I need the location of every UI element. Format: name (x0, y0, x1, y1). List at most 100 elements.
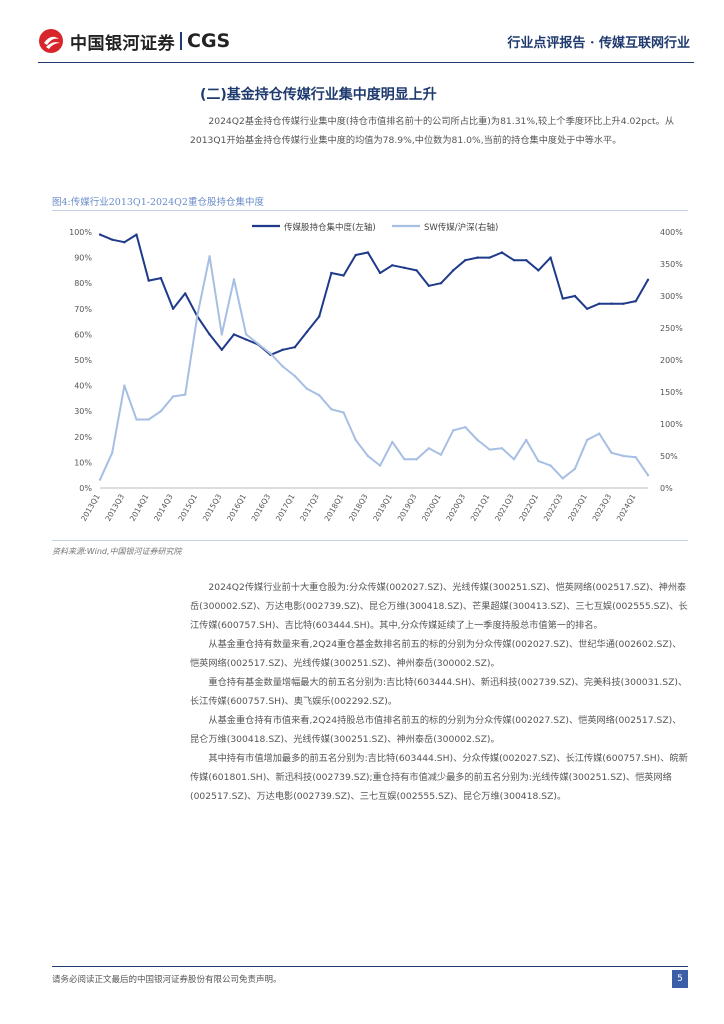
x-axis-tick-label: 2017Q3 (298, 492, 321, 522)
data-point-sw-ratio (573, 467, 577, 470)
data-point-sw-ratio (184, 393, 187, 396)
data-point-concentration (123, 241, 126, 244)
paragraph-market-value: 从基金重仓持有市值来看,2Q24持股总市值排名前五的标的分别为分众传媒(0020… (190, 715, 682, 745)
data-point-sw-ratio (561, 477, 564, 480)
data-point-concentration (220, 348, 223, 351)
data-point-sw-ratio (427, 447, 430, 450)
data-point-concentration (476, 256, 479, 259)
right-axis-tick-label: 100% (660, 420, 683, 429)
paragraph-value-change: 其中持有市值增加最多的前五名分别为:吉比特(603444.SH)、分众传媒(00… (190, 753, 688, 802)
data-point-sw-ratio (646, 474, 650, 477)
data-point-concentration (610, 302, 613, 305)
data-point-sw-ratio (110, 451, 114, 454)
data-point-concentration (525, 258, 528, 262)
logo-chinese-name: 中国银河证券 (70, 33, 175, 54)
x-axis-tick-label: 2017Q1 (274, 492, 297, 522)
x-axis-tick-label: 2016Q3 (250, 492, 273, 522)
logo-divider (180, 32, 182, 50)
left-axis-tick-label: 20% (74, 433, 92, 442)
x-axis-tick-label: 2018Q1 (323, 492, 346, 522)
header-divider (38, 62, 694, 63)
data-point-concentration (281, 348, 284, 351)
data-point-concentration (634, 299, 638, 303)
x-axis-tick-label: 2016Q1 (225, 492, 248, 522)
right-axis-tick-label: 300% (660, 292, 683, 301)
data-point-concentration (135, 233, 138, 236)
right-axis-tick-label: 400% (660, 228, 683, 237)
data-point-sw-ratio (451, 429, 455, 432)
x-axis-tick-label: 2020Q3 (444, 492, 467, 522)
left-axis-tick-label: 100% (69, 228, 92, 237)
data-point-sw-ratio (537, 459, 540, 463)
data-point-concentration (500, 251, 504, 254)
data-point-sw-ratio (512, 458, 516, 461)
data-point-sw-ratio (123, 384, 126, 387)
left-axis-tick-label: 30% (74, 407, 92, 416)
right-axis-tick-label: 150% (660, 388, 683, 397)
data-point-sw-ratio (147, 418, 150, 421)
data-point-sw-ratio (476, 438, 479, 442)
series-line-sw-ratio (99, 255, 649, 481)
right-axis-tick-label: 50% (660, 452, 678, 461)
cgs-logo-icon (39, 29, 63, 53)
x-axis-tick-label: 2019Q3 (396, 492, 419, 522)
x-axis-tick-label: 2014Q1 (128, 492, 151, 522)
chart-axes: 0% 10% 20% 30% 40% 50% 60% 70% 80% 90% 100% 0% 50% 10… (69, 228, 683, 523)
data-point-concentration (159, 276, 163, 280)
x-axis-tick-label: 2021Q1 (469, 492, 492, 522)
data-point-sw-ratio (208, 255, 211, 258)
left-axis-tick-label: 40% (74, 382, 92, 391)
data-point-sw-ratio (464, 426, 467, 429)
x-axis-tick-label: 2015Q1 (176, 492, 199, 522)
source-divider (52, 540, 688, 541)
x-axis-tick-label: 2018Q3 (347, 492, 370, 522)
data-point-concentration (451, 269, 455, 272)
data-point-concentration (464, 258, 467, 262)
data-point-sw-ratio (439, 453, 443, 456)
data-point-sw-ratio (305, 387, 309, 390)
data-point-concentration (330, 271, 333, 275)
data-point-sw-ratio (549, 464, 552, 467)
data-point-sw-ratio (403, 458, 406, 461)
data-point-sw-ratio (525, 438, 528, 442)
data-point-sw-ratio (269, 352, 272, 355)
data-point-concentration (354, 253, 357, 257)
left-axis-tick-label: 0% (79, 484, 92, 493)
data-point-concentration (415, 269, 418, 272)
data-point-sw-ratio (354, 438, 357, 442)
concentration-chart: 传媒股持仓集中度(左轴) SW传媒/沪深(右轴) 0% 10% 20% 30% 40% 5… (69, 222, 683, 523)
body-text: 2024Q2传媒行业前十大重仓股为:分众传媒(002027.SZ)、光线传媒(3… (190, 578, 690, 806)
data-point-sw-ratio (391, 440, 394, 444)
x-axis-tick-label: 2014Q3 (152, 492, 175, 522)
data-point-sw-ratio (135, 418, 138, 421)
data-point-concentration (208, 333, 211, 336)
data-point-concentration (585, 307, 589, 310)
data-point-sw-ratio (342, 411, 345, 414)
left-axis-tick-label: 90% (74, 254, 92, 263)
data-point-concentration (98, 233, 102, 236)
data-point-sw-ratio (330, 408, 333, 411)
data-point-concentration (512, 258, 516, 262)
data-point-sw-ratio (98, 478, 102, 481)
figure-title: 图4:传媒行业2013Q1-2024Q2重仓股持仓集中度 (52, 197, 264, 208)
data-point-concentration (646, 278, 650, 282)
data-point-sw-ratio (257, 342, 260, 346)
data-point-sw-ratio (585, 438, 589, 442)
x-axis-tick-label: 2022Q1 (517, 492, 540, 522)
data-point-concentration (561, 297, 564, 300)
data-point-concentration (391, 264, 394, 267)
data-point-concentration (293, 346, 297, 349)
x-axis-tick-label: 2024Q1 (615, 492, 638, 522)
data-point-sw-ratio (293, 374, 297, 378)
paragraph-top-holdings: 2024Q2传媒行业前十大重仓股为:分众传媒(002027.SZ)、光线传媒(3… (190, 582, 688, 631)
data-point-sw-ratio (318, 394, 321, 397)
data-point-concentration (427, 284, 430, 287)
data-point-sw-ratio (366, 454, 370, 458)
data-point-concentration (305, 330, 309, 334)
report-type: 行业点评报告 · 传媒互联网行业 (507, 36, 690, 51)
data-point-sw-ratio (220, 333, 223, 336)
chart-legend: 传媒股持仓集中度(左轴) SW传媒/沪深(右轴) (252, 222, 498, 233)
data-point-concentration (549, 256, 552, 259)
left-axis-tick-label: 10% (74, 458, 92, 467)
right-axis-tick-label: 0% (660, 484, 673, 493)
